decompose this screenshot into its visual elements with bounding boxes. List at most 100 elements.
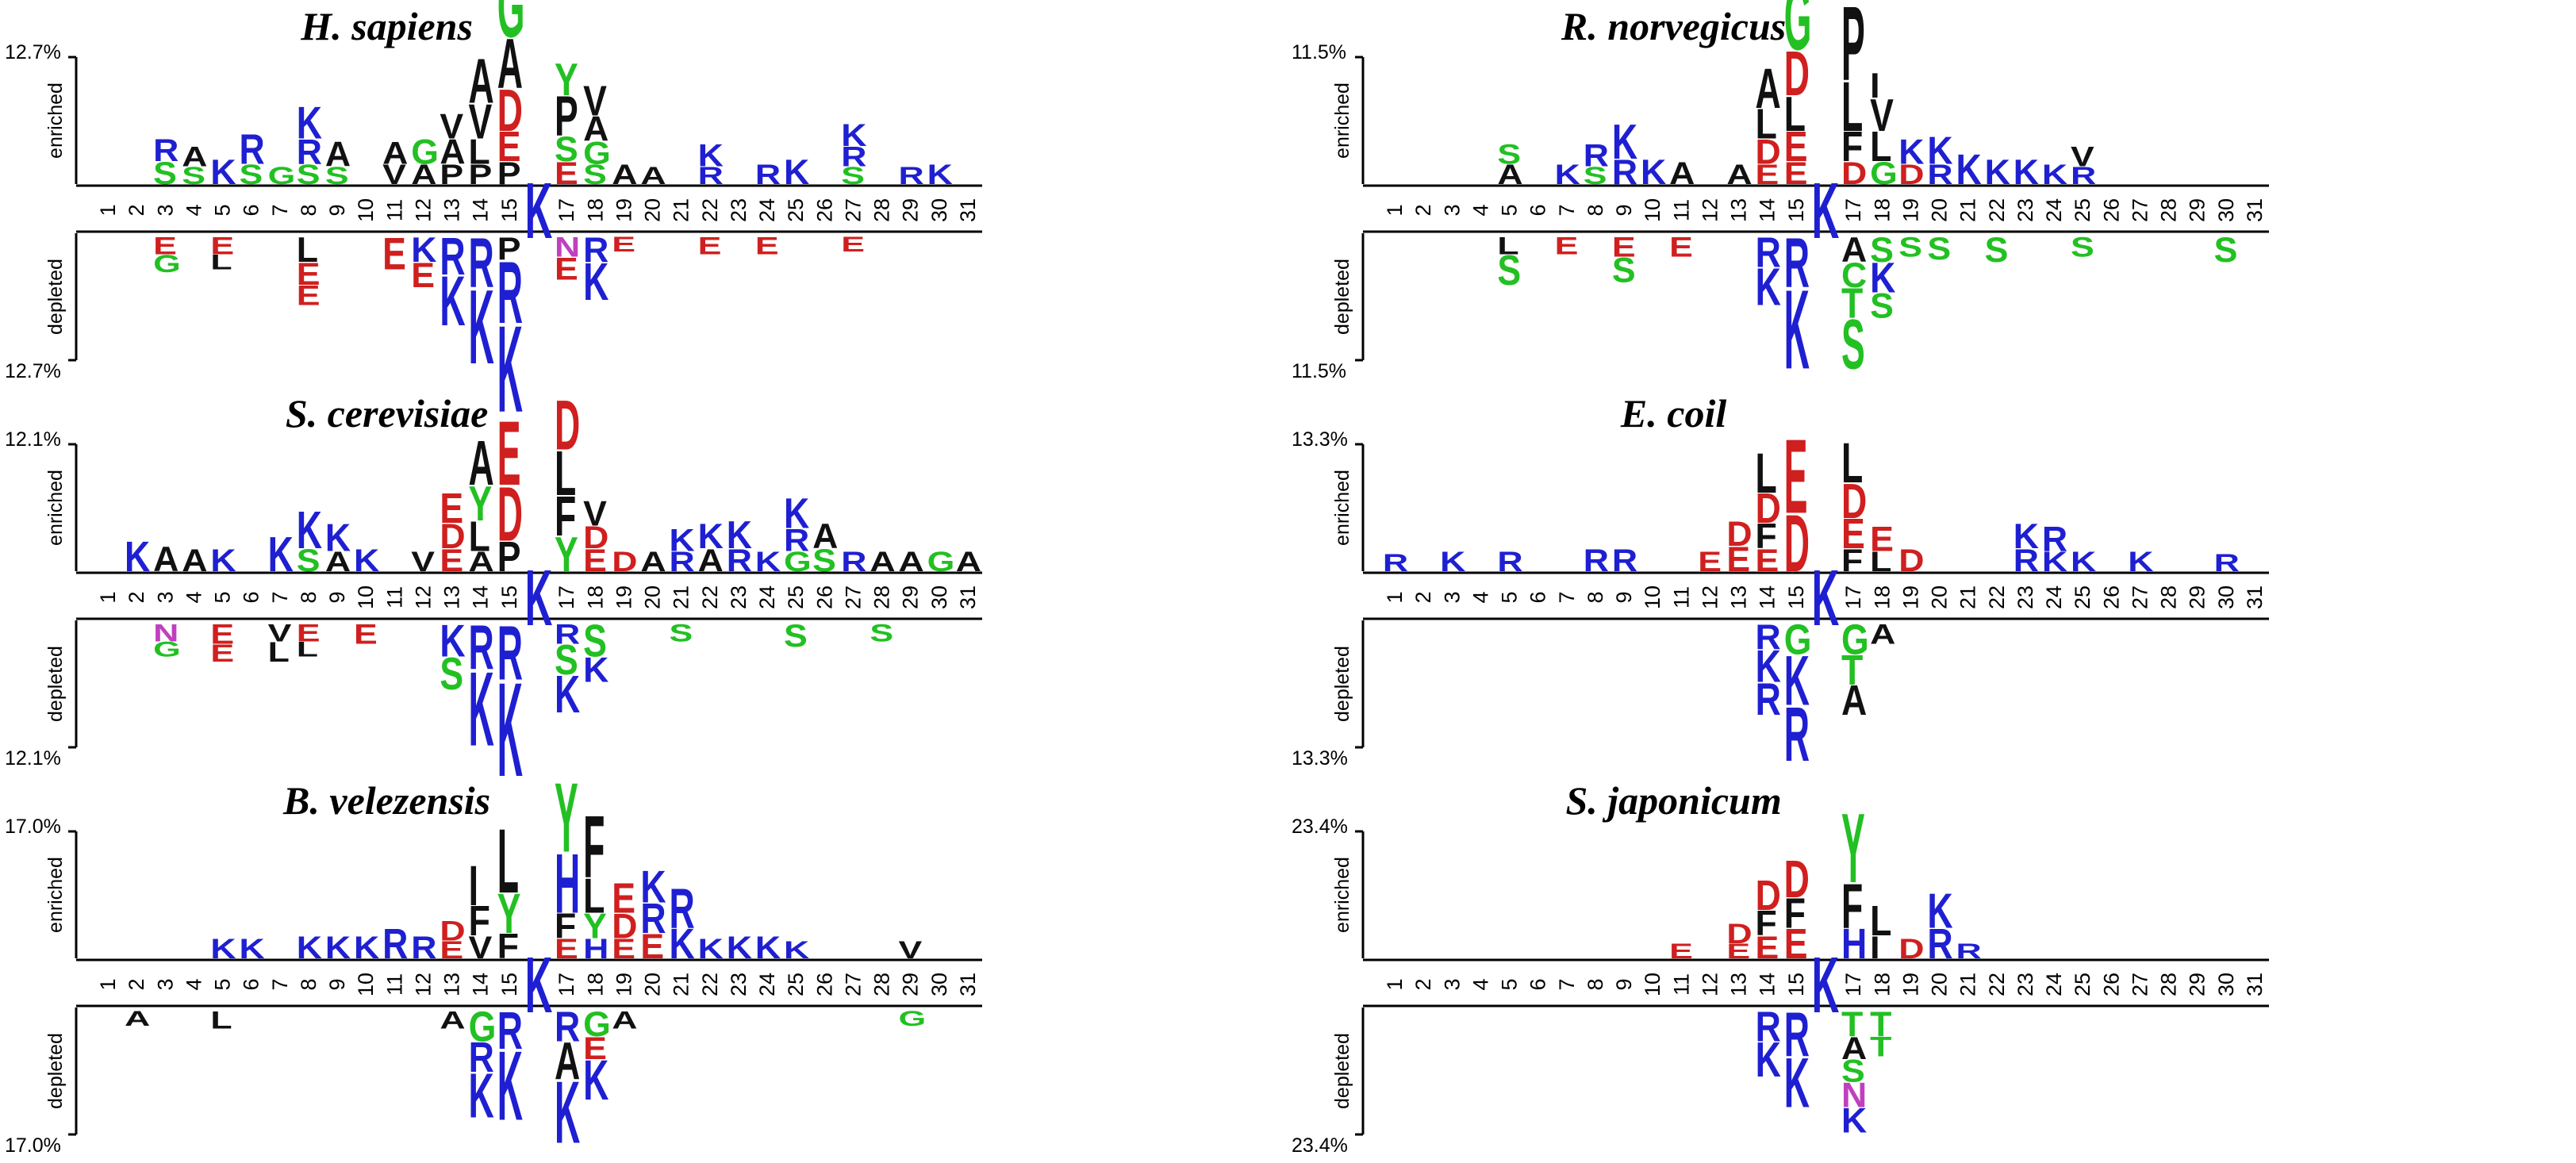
logo-letter-enriched: E	[612, 932, 635, 965]
logo-letter-enriched: E	[555, 932, 578, 965]
position-tick-label: 24	[755, 973, 779, 996]
logo-letter-depleted: L	[268, 635, 290, 668]
logo-letter-enriched: L	[1756, 101, 1777, 148]
logo-letter-depleted: S	[669, 620, 693, 647]
logo-letter-enriched: F	[583, 797, 605, 896]
position-tick-label: 8	[1584, 204, 1607, 216]
logo-letter-depleted: R	[469, 223, 494, 302]
position-tick-label: 26	[812, 198, 836, 222]
position-tick-label: 18	[583, 198, 607, 222]
ylim-label-top: 13.3%	[1292, 428, 1348, 451]
position-tick-label: 2	[125, 204, 148, 216]
logo-letter-depleted: G	[153, 250, 181, 278]
logo-letter-enriched: D	[1784, 850, 1810, 909]
logo-letter-enriched: I	[1870, 930, 1879, 965]
position-tick-label: 31	[956, 198, 980, 222]
position-tick-label: 28	[2157, 198, 2181, 222]
position-tick-label: 22	[698, 585, 722, 609]
logo-letter-enriched: K	[210, 153, 236, 192]
logo-letter-depleted: E	[354, 618, 378, 651]
logo-letter-enriched: A	[182, 543, 207, 578]
logo-letter-enriched: F	[555, 485, 576, 548]
logo-letter-enriched: I	[469, 854, 478, 917]
position-tick-label: 15	[1784, 198, 1808, 222]
logo-letter-enriched: A	[411, 158, 436, 190]
logo-letter-enriched: K	[2042, 158, 2067, 190]
logo-letter-depleted: A	[1870, 618, 1895, 651]
logo-letter-enriched: R	[755, 158, 781, 190]
logo-letter-depleted: E	[210, 618, 234, 651]
position-tick-label: 13	[440, 585, 464, 609]
ylim-label-top: 12.1%	[5, 428, 61, 451]
logo-letter-enriched: K	[755, 930, 781, 965]
central-residue-k: K	[525, 166, 553, 255]
logo-letter-enriched: K	[354, 543, 380, 578]
logo-letter-enriched: H	[555, 837, 580, 931]
logo-letter-depleted: A	[1841, 231, 1867, 270]
position-tick-label: 3	[153, 591, 177, 603]
logo-letter-enriched: Y	[469, 477, 493, 532]
logo-letter-depleted: E	[555, 251, 578, 286]
position-tick-label: 24	[755, 198, 779, 222]
logo-letter-enriched: E	[1756, 930, 1779, 965]
logo-letter-enriched: A	[182, 140, 207, 173]
position-tick-label: 1	[96, 204, 120, 216]
logo-letter-enriched: E	[1784, 418, 1808, 536]
logo-letter-enriched: A	[1726, 158, 1752, 190]
logo-letter-enriched: D	[1726, 917, 1752, 950]
position-tick-label: 7	[268, 591, 292, 603]
position-tick-label: 26	[2099, 973, 2123, 996]
logo-letter-depleted: K	[555, 666, 580, 724]
position-tick-label: 11	[382, 199, 406, 221]
logo-letter-enriched: R	[698, 163, 724, 190]
position-tick-label: 2	[1411, 978, 1435, 990]
position-tick-label: 14	[1756, 198, 1779, 222]
logo-letter-enriched: R	[1927, 158, 1952, 190]
y-label-enriched: enriched	[1331, 470, 1353, 546]
logo-letter-enriched: D	[1756, 485, 1781, 532]
position-tick-label: 2	[125, 591, 148, 603]
logo-letter-depleted: S	[1841, 305, 1865, 384]
position-tick-label: 3	[1440, 204, 1464, 216]
position-tick-label: 27	[841, 198, 865, 222]
position-tick-label: 2	[125, 978, 148, 990]
logo-letter-depleted: E	[583, 1031, 607, 1065]
logo-letter-enriched: P	[555, 85, 578, 148]
logo-letter-enriched: R	[727, 543, 752, 578]
position-tick-label: 1	[1383, 204, 1407, 216]
logo-letter-enriched: K	[784, 153, 809, 192]
logo-letter-enriched: K	[640, 861, 666, 912]
logo-letter-depleted: N	[1841, 1077, 1867, 1115]
logo-letter-enriched: S	[555, 130, 578, 169]
logo-letter-enriched: V	[469, 94, 493, 149]
logo-letter-enriched: K	[268, 528, 294, 582]
logo-letter-enriched: A	[325, 136, 351, 175]
y-label-depleted: depleted	[44, 259, 67, 335]
logo-letter-enriched: K	[2071, 545, 2096, 578]
logo-letter-depleted: K	[1784, 1043, 1810, 1123]
logo-letter-enriched: A	[382, 136, 408, 171]
logo-letter-enriched: L	[469, 132, 490, 171]
position-tick-label: 1	[96, 591, 120, 603]
position-tick-label: 21	[1956, 585, 1980, 609]
panel-title: S. cerevisiae	[286, 391, 488, 436]
logo-letter-depleted: E	[297, 620, 321, 647]
logo-letter-enriched: D	[1898, 543, 1924, 578]
logo-letter-enriched: L	[555, 437, 576, 509]
position-tick-label: 3	[153, 204, 177, 216]
logo-letter-enriched: S	[297, 543, 321, 578]
logo-letter-enriched: A	[1756, 56, 1781, 120]
position-tick-label: 10	[1641, 973, 1664, 996]
position-tick-label: 29	[899, 198, 923, 222]
logo-letter-enriched: G	[268, 163, 296, 190]
position-tick-label: 8	[297, 204, 321, 216]
position-tick-label: 18	[583, 585, 607, 609]
position-tick-label: 25	[2071, 198, 2094, 222]
logo-letter-enriched: A	[469, 45, 494, 117]
logo-letter-depleted: G	[899, 1007, 927, 1031]
logo-letter-depleted: K	[1784, 268, 1810, 393]
position-tick-label: 12	[1698, 585, 1722, 609]
position-tick-label: 3	[1440, 978, 1464, 990]
logo-letter-enriched: A	[899, 545, 924, 578]
